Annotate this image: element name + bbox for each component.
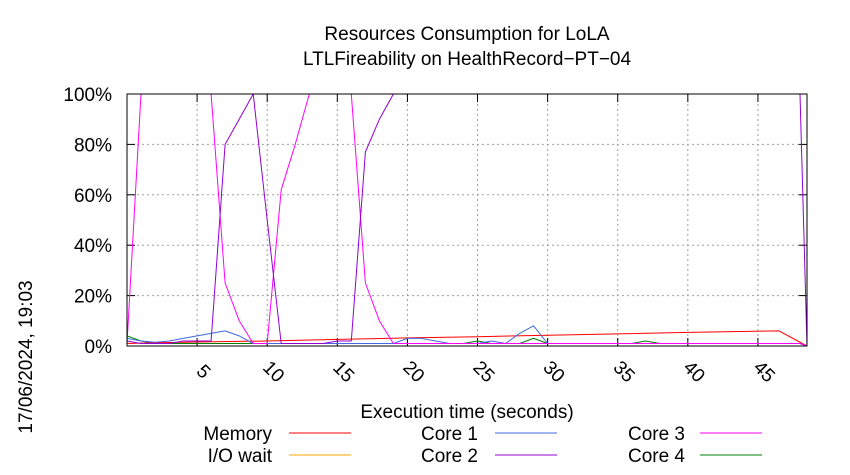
y-tick-label: 80% <box>74 135 112 156</box>
legend-label: Core 1 <box>421 424 478 445</box>
gridlines <box>127 94 807 346</box>
legend-label: Core 2 <box>421 446 478 467</box>
y-tick-label: 40% <box>74 236 112 257</box>
y-tick-label: 20% <box>74 287 112 308</box>
x-tick-label: 20 <box>398 357 428 387</box>
y-tick-label: 100% <box>63 85 112 106</box>
x-tick-label: 45 <box>749 357 779 387</box>
y-tick-label: 0% <box>85 337 113 358</box>
chart-title: Resources Consumption for LoLA <box>324 24 609 45</box>
x-tick-label: 40 <box>679 357 709 387</box>
series-lines <box>126 93 808 347</box>
legend-label: I/O wait <box>208 446 273 467</box>
x-axis-label: Execution time (seconds) <box>360 402 573 423</box>
axes: 0% 20% 40% 60% 80% 100% 5 10 15 20 25 30 35 40 45 <box>63 85 807 387</box>
side-timestamp-label: 17/06/2024, 19:03 <box>16 280 37 433</box>
x-tick-label: 35 <box>609 357 639 387</box>
x-tick-label: 25 <box>469 357 499 387</box>
x-tick-label: 30 <box>539 357 569 387</box>
chart-subtitle: LTLFireability on HealthRecord−PT−04 <box>303 49 632 70</box>
legend-label: Core 4 <box>628 446 685 467</box>
x-tick-label: 5 <box>192 361 214 383</box>
series-line-memory <box>126 330 808 347</box>
x-tick-label: 10 <box>258 357 288 387</box>
series-line-core-2 <box>126 93 808 347</box>
series-line-core-4 <box>126 335 808 347</box>
y-tick-label: 60% <box>74 186 112 207</box>
legend-label: Core 3 <box>628 424 685 445</box>
x-tick-label: 15 <box>328 357 358 387</box>
plot-frame <box>126 93 808 347</box>
legend-label: Memory <box>203 424 272 445</box>
series-line-core-3 <box>126 93 808 347</box>
